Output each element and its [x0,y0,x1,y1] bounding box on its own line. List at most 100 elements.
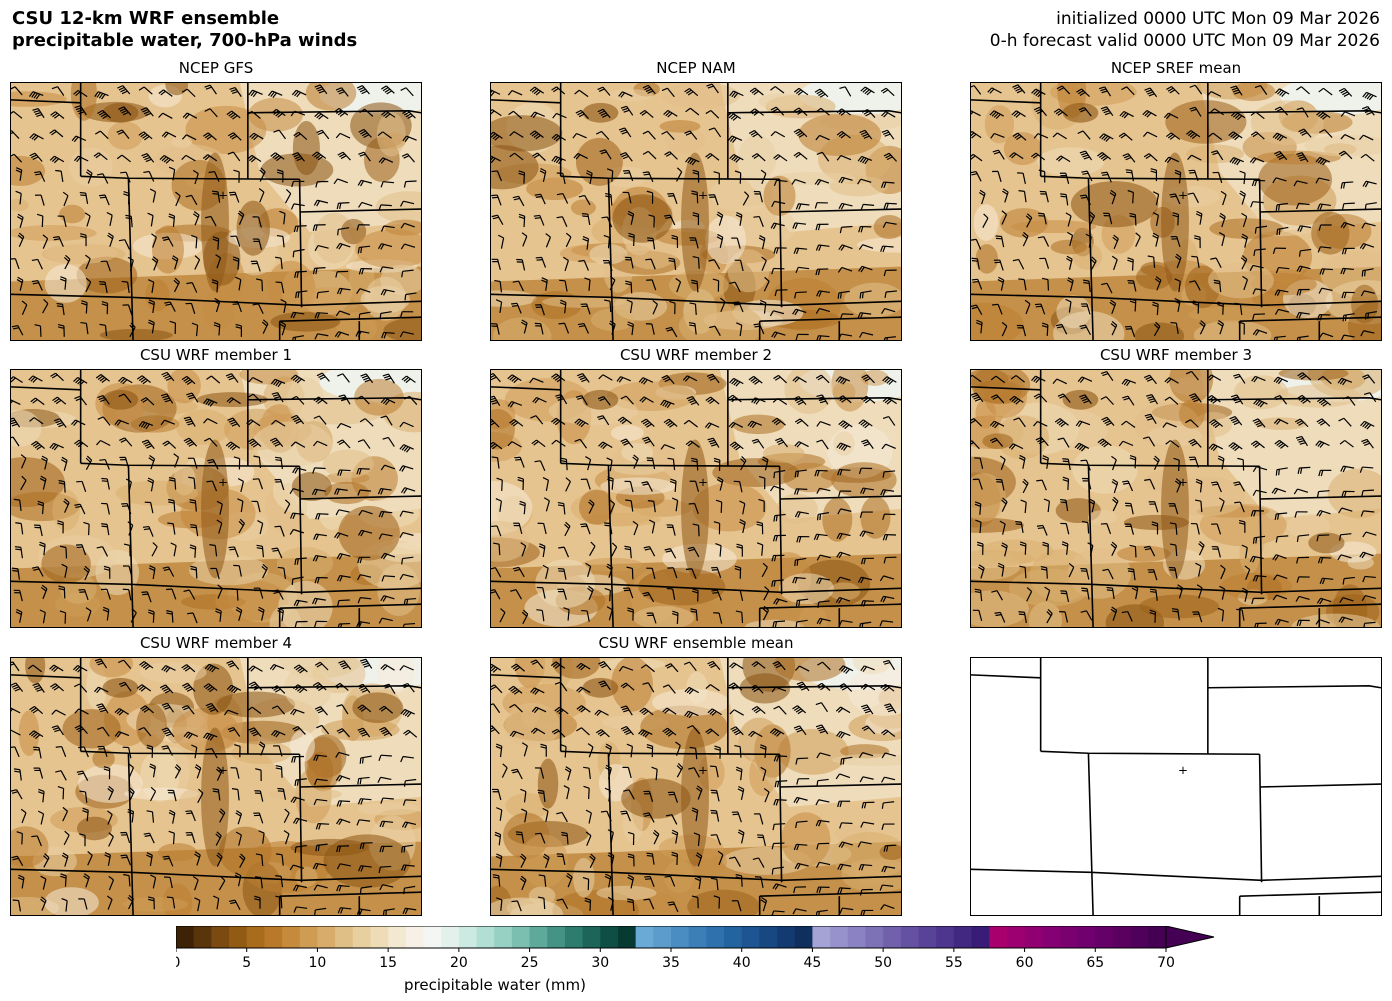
wind-barb [1315,440,1330,448]
wind-barb [138,86,153,95]
wind-barb [1293,180,1308,187]
wind-barb [761,562,768,578]
wind-barb [313,884,328,891]
wind-barb [294,557,307,565]
wind-barb [816,554,831,561]
wind-barb [1119,110,1134,119]
wind-barb [671,851,678,866]
wind-barb [185,194,198,206]
wind-barb [760,169,767,185]
wind-barb [974,588,983,602]
wind-barb [773,469,786,479]
wind-barb [284,189,292,204]
wind-barb [1340,134,1355,140]
wind-barb [508,685,523,695]
wind-barb [1228,442,1243,452]
wind-barb [1081,520,1090,534]
wind-barb [140,107,154,117]
wind-barb [194,897,201,912]
wind-barb [760,766,767,782]
wind-barb [1250,201,1264,208]
map-panel: + [490,82,902,341]
wind-barb [252,303,264,314]
wind-barb [580,478,591,490]
wind-barb [1319,577,1334,585]
wind-barb [595,130,610,140]
wind-barb [34,171,46,182]
wind-barb [181,705,195,715]
wind-barb [559,279,568,292]
wind-barb [234,872,242,887]
wind-barb [860,86,875,96]
wind-barb [1122,153,1136,163]
wind-barb [763,276,770,292]
wind-barb [1341,490,1355,498]
wind-barb [58,479,66,493]
wind-barb [496,477,503,491]
wind-barb [312,681,327,692]
wind-barb [605,193,613,206]
wind-barb [1338,507,1353,514]
wind-barb [289,864,304,871]
wind-barb [295,290,308,299]
wind-barb [575,395,588,406]
wind-barb [223,709,239,716]
wind-barb [858,752,874,759]
wind-barb [1061,541,1069,555]
wind-barb [57,323,65,337]
wind-barb [731,900,742,912]
wind-barb [37,788,45,803]
wind-barb [794,418,809,427]
panel-title: CSU WRF member 2 [619,346,773,364]
wind-barb [772,823,786,831]
wind-barb [226,397,241,405]
wind-barb [705,396,720,405]
wind-barb [204,663,220,673]
colorbar-tick-label: 45 [804,955,822,971]
wind-barb [228,899,241,911]
wind-barb [230,235,241,247]
wind-barb [1296,556,1309,564]
wind-barb [284,499,291,514]
wind-barb [1149,588,1158,601]
wind-barb [1239,190,1246,205]
wind-barb [1340,111,1356,117]
wind-barb [598,441,613,450]
wind-barb [491,194,502,206]
wind-barb [835,706,851,714]
wind-barb [710,765,719,778]
wind-barb [164,876,173,889]
wind-barb [29,91,44,100]
wind-barb [279,210,286,225]
wind-barb [125,478,132,493]
wind-barb [538,874,547,887]
wind-barb [1146,394,1158,405]
wind-barb [676,763,684,778]
wind-barb [599,149,612,160]
wind-barb [33,524,43,537]
wind-barb [1338,616,1353,623]
wind-barb [669,478,677,493]
wind-barb [276,234,285,248]
colorbar-segment [865,926,884,948]
wind-barb [235,810,243,825]
wind-barb [1192,300,1200,314]
wind-barb [1001,497,1008,512]
wind-barb [11,376,23,383]
wind-barb [769,728,785,737]
wind-barb [551,439,566,447]
wind-barb [793,796,808,804]
wind-barb [399,510,414,517]
wind-barb [881,443,896,450]
wind-barb [1340,267,1354,275]
wind-barb [971,440,980,450]
wind-barb [400,222,415,229]
wind-barb [1129,212,1137,226]
wind-barb [816,487,831,494]
colorbar-tick-label: 5 [242,955,251,971]
wind-barb [273,745,283,757]
map-panel-empty: + [970,657,1382,916]
wind-barb [773,374,787,384]
wind-barb [838,490,852,497]
wind-barb [148,455,156,470]
